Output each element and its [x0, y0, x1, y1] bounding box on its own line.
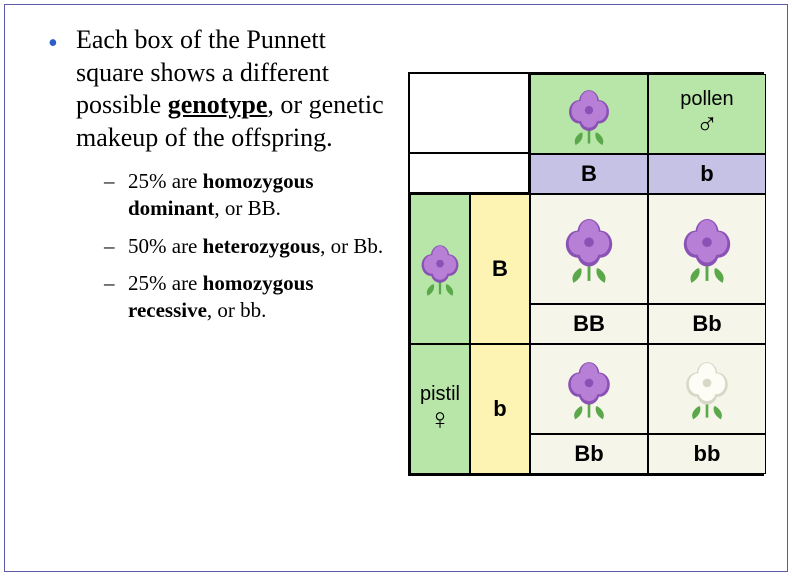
cell-Bb-label-2: Bb: [530, 434, 648, 474]
male-symbol: ♂: [680, 110, 733, 140]
female-symbol: ♀: [420, 405, 460, 435]
sub1c: , or BB.: [214, 196, 281, 220]
main-bullet: Each box of the Punnett square shows a d…: [48, 24, 398, 154]
main-text-bold: genotype: [168, 90, 268, 119]
cell-bb-label: bb: [648, 434, 766, 474]
punnett-diagram: pollen♂ Bb B B: [408, 72, 764, 476]
cell-Bb-flower-1: [648, 194, 766, 304]
row-header-b: b: [470, 344, 530, 474]
cell-Bb-label-1: Bb: [648, 304, 766, 344]
corner-blank2: [410, 154, 530, 194]
sub2b: heterozygous: [203, 234, 320, 258]
cell-bb-flower: [648, 344, 766, 434]
col-header-b: b: [648, 154, 766, 194]
sub2c: , or Bb.: [320, 234, 383, 258]
sub-list: 25% are homozygous dominant, or BB. 50% …: [48, 168, 398, 324]
corner-blank: [410, 74, 530, 154]
diagram-column: pollen♂Bb B B: [410, 24, 774, 334]
pistil-flower-cell: [410, 194, 470, 344]
sub2a: 50% are: [128, 234, 203, 258]
cell-Bb-flower-2: [530, 344, 648, 434]
text-column: Each box of the Punnett square shows a d…: [48, 24, 398, 334]
pollen-label-cell: pollen♂: [648, 74, 766, 154]
cell-BB-label: BB: [530, 304, 648, 344]
sub-item-2: 50% are heterozygous, or Bb.: [104, 233, 398, 260]
cell-BB-flower: [530, 194, 648, 304]
pollen-label: pollen: [680, 88, 733, 110]
col-header-B: B: [530, 154, 648, 194]
pistil-label-cell: pistil♀: [410, 344, 470, 474]
pistil-label: pistil: [420, 383, 460, 405]
sub-item-3: 25% are homozygous recessive, or bb.: [104, 270, 398, 325]
row-header-B: B: [470, 194, 530, 344]
sub3a: 25% are: [128, 271, 203, 295]
sub3c: , or bb.: [207, 298, 267, 322]
sub-item-1: 25% are homozygous dominant, or BB.: [104, 168, 398, 223]
sub1a: 25% are: [128, 169, 203, 193]
pollen-flower-cell: [530, 74, 648, 154]
